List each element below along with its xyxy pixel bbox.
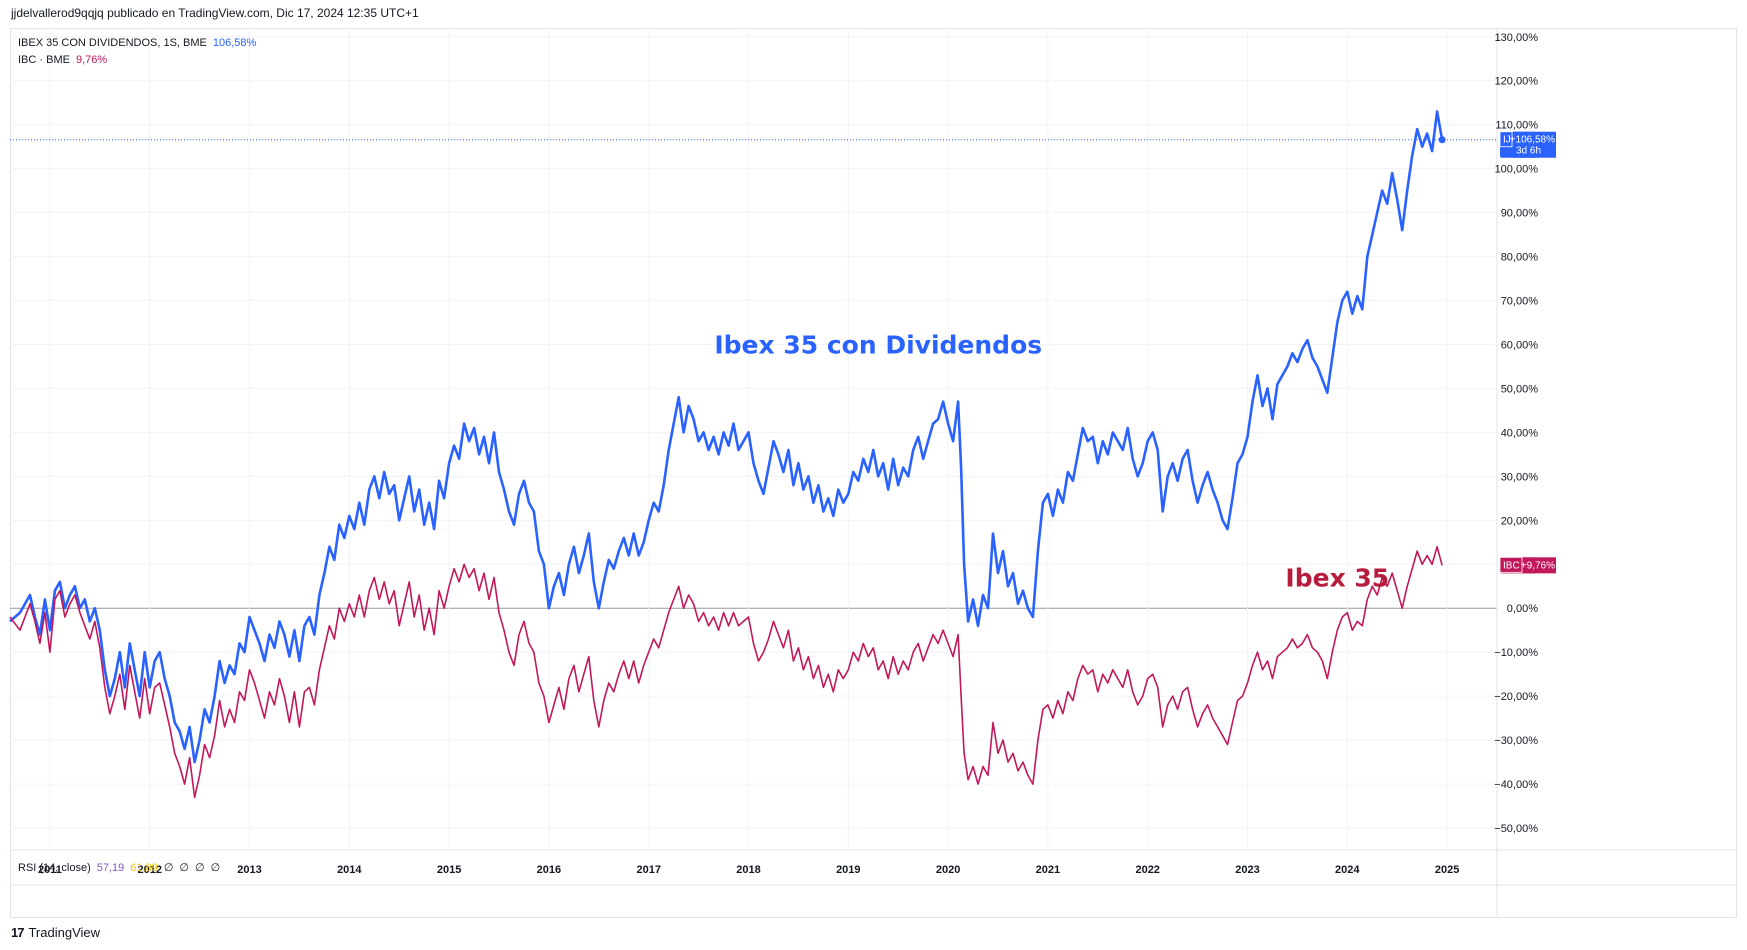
annotations: Ibex 35 con Dividendos Ibex 35 bbox=[714, 330, 1389, 592]
y-tick-label: 40,00% bbox=[1501, 427, 1539, 439]
tradingview-name: TradingView bbox=[28, 925, 101, 940]
x-tick-label: 2018 bbox=[736, 864, 760, 876]
y-tick-label: 0,00% bbox=[1507, 603, 1538, 615]
grid bbox=[10, 28, 1737, 917]
x-tick-label: 2014 bbox=[337, 864, 362, 876]
y-tick-label: 90,00% bbox=[1501, 208, 1539, 220]
x-axis-labels: 2011 2012 2013 2014 2015 2016 2017 2018 2019 2020… bbox=[38, 864, 1459, 876]
tradingview-logo[interactable]: 17 TradingView bbox=[11, 925, 100, 940]
x-tick-label: 2021 bbox=[1036, 864, 1060, 876]
y-axis-labels: 130,00% 120,00% 110,00% 100,00% 90,00% 80,00%… bbox=[1494, 32, 1538, 835]
rsi-empty: ∅ bbox=[179, 862, 189, 874]
x-tick-label: 2020 bbox=[936, 864, 960, 876]
rsi-value-2: 61,89 bbox=[130, 862, 158, 874]
y-tick-label: 30,00% bbox=[1501, 471, 1539, 483]
y-tick-label: 20,00% bbox=[1501, 515, 1539, 527]
price-tag-chip bbox=[1499, 556, 1523, 573]
price-tag-symbol: IJ bbox=[1503, 135, 1511, 146]
chart-annotation: Ibex 35 con Dividendos bbox=[714, 330, 1042, 359]
rsi-empty: ∅ bbox=[195, 862, 205, 874]
y-tick-label: 70,00% bbox=[1501, 296, 1539, 308]
y-tick-label: 60,00% bbox=[1501, 339, 1539, 351]
rsi-indicator[interactable]: RSI (14, close) 57,19 61,89 ∅ ∅ ∅ ∅ bbox=[18, 861, 226, 874]
price-tag-value-bg bbox=[1523, 557, 1556, 574]
x-tick-label: 2012 bbox=[137, 864, 161, 876]
y-tick-label: −20,00% bbox=[1494, 691, 1538, 703]
rsi-label: RSI (14, close) bbox=[18, 862, 91, 874]
y-tick-label: 80,00% bbox=[1501, 252, 1539, 264]
series-line-ibex-dividendos bbox=[9, 110, 1444, 764]
y-tick-label: −10,00% bbox=[1494, 647, 1538, 659]
x-tick-label: 2024 bbox=[1335, 864, 1360, 876]
x-tick-label: 2022 bbox=[1135, 864, 1159, 876]
legend-row-ibex-div[interactable]: IBEX 35 CON DIVIDENDOS, 1S, BME 106,58% bbox=[18, 35, 256, 52]
price-tag-value-bg bbox=[1513, 131, 1556, 158]
y-tick-label: 110,00% bbox=[1495, 120, 1538, 132]
series-lines bbox=[9, 110, 1446, 799]
x-tick-label: 2023 bbox=[1235, 864, 1259, 876]
rsi-empty: ∅ bbox=[210, 862, 221, 874]
chart-annotation: Ibex 35 bbox=[1285, 563, 1389, 592]
y-tick-label: 50,00% bbox=[1501, 383, 1539, 395]
price-tag-symbol: IBC bbox=[1503, 560, 1520, 571]
tradingview-icon: 17 bbox=[11, 925, 25, 940]
x-tick-label: 2019 bbox=[836, 864, 860, 876]
x-tick-label: 2011 bbox=[38, 864, 62, 876]
y-tick-label: 130,00% bbox=[1495, 32, 1539, 44]
y-tick-label: 120,00% bbox=[1495, 76, 1539, 88]
x-tick-label: 2015 bbox=[437, 864, 461, 876]
x-tick-label: 2013 bbox=[237, 864, 261, 876]
publisher-header: jjdelvallerod9qqjq publicado en TradingV… bbox=[11, 6, 419, 20]
rsi-empty: ∅ bbox=[163, 862, 174, 874]
legend-name: IBEX 35 CON DIVIDENDOS, 1S, BME bbox=[18, 37, 207, 49]
price-labels: IJ+106,58%3d 6h IBC +9,76% bbox=[1499, 131, 1556, 574]
series-line-ibc bbox=[9, 545, 1443, 799]
legend-value: 106,58% bbox=[212, 37, 257, 49]
legend-value: 9,76% bbox=[75, 54, 108, 66]
legend-name: IBC · BME bbox=[18, 54, 70, 66]
y-tick-label: 100,00% bbox=[1495, 164, 1539, 176]
x-tick-label: 2017 bbox=[636, 864, 660, 876]
price-tag-value: +9,76% bbox=[1521, 560, 1555, 571]
x-tick-label: 2025 bbox=[1435, 864, 1459, 876]
y-tick-label: −50,00% bbox=[1494, 823, 1538, 835]
y-tick-label: −30,00% bbox=[1494, 735, 1538, 747]
rsi-value-1: 57,19 bbox=[96, 862, 125, 874]
legend-row-ibc[interactable]: IBC · BME 9,76% bbox=[18, 52, 256, 69]
legend: IBEX 35 CON DIVIDENDOS, 1S, BME 106,58% I… bbox=[18, 35, 256, 69]
price-tag-countdown: 3d 6h bbox=[1516, 146, 1541, 157]
price-tag-value: +106,58% bbox=[1510, 135, 1555, 146]
price-tag-chip bbox=[1499, 131, 1513, 148]
x-tick-label: 2016 bbox=[537, 864, 561, 876]
last-point-marker bbox=[1438, 136, 1446, 144]
y-tick-label: −40,00% bbox=[1494, 779, 1538, 791]
